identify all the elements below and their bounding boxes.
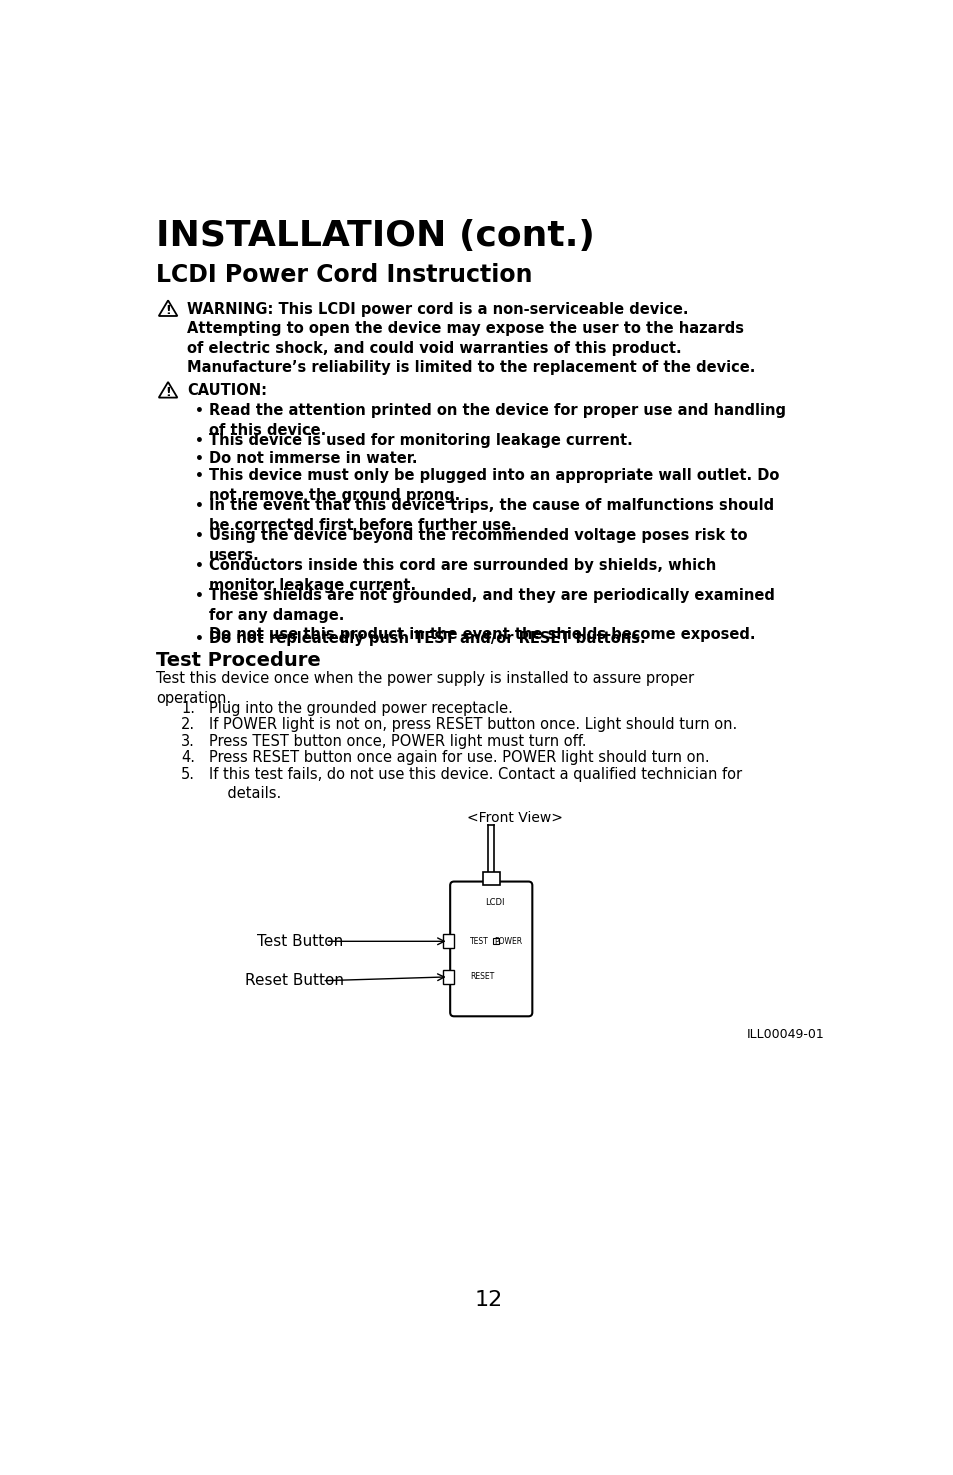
Text: Do not repleatedly push TEST and/or RESET buttons.: Do not repleatedly push TEST and/or RESE…	[209, 631, 645, 646]
Bar	[443, 934, 454, 948]
Text: LCDI Power Cord Instruction: LCDI Power Cord Instruction	[156, 263, 533, 288]
Text: POWER: POWER	[494, 937, 522, 945]
Text: Conductors inside this cord are surrounded by shields, which
monitor leakage cur: Conductors inside this cord are surround…	[209, 558, 716, 593]
Text: •: •	[195, 530, 204, 543]
Text: •: •	[195, 631, 204, 646]
Text: Plug into the grounded power receptacle.: Plug into the grounded power receptacle.	[209, 701, 513, 715]
Text: RESET: RESET	[469, 972, 494, 981]
Text: Test Button: Test Button	[257, 934, 343, 948]
Text: Using the device beyond the recommended voltage poses risk to
users.: Using the device beyond the recommended …	[209, 528, 747, 562]
Text: If POWER light is not on, press RESET button once. Light should turn on.: If POWER light is not on, press RESET bu…	[209, 717, 737, 732]
Text: LCDI: LCDI	[485, 898, 504, 907]
Text: 4.: 4.	[181, 751, 195, 766]
Text: Test Procedure: Test Procedure	[156, 652, 321, 670]
Text: •: •	[195, 469, 204, 482]
Text: ILL00049-01: ILL00049-01	[746, 1028, 823, 1041]
Text: TEST: TEST	[469, 937, 488, 945]
Text: •: •	[195, 404, 204, 417]
Text: This device must only be plugged into an appropriate wall outlet. Do
not remove : This device must only be plugged into an…	[209, 468, 779, 503]
Text: •: •	[195, 559, 204, 572]
Text: Press TEST button once, POWER light must turn off.: Press TEST button once, POWER light must…	[209, 733, 586, 749]
FancyBboxPatch shape	[450, 882, 532, 1016]
Text: 1.: 1.	[181, 701, 195, 715]
Text: WARNING: This LCDI power cord is a non-serviceable device.
Attempting to open th: WARNING: This LCDI power cord is a non-s…	[187, 302, 755, 376]
Text: <Front View>: <Front View>	[466, 811, 562, 826]
Text: •: •	[195, 451, 204, 466]
Text: If this test fails, do not use this device. Contact a qualified technician for
 : If this test fails, do not use this devi…	[209, 767, 741, 801]
Text: 3.: 3.	[181, 733, 195, 749]
Text: This device is used for monitoring leakage current.: This device is used for monitoring leaka…	[209, 434, 632, 448]
Text: Read the attention printed on the device for proper use and handling
of this dev: Read the attention printed on the device…	[209, 403, 785, 438]
Text: •: •	[195, 499, 204, 513]
Bar	[482, 872, 499, 885]
Text: CAUTION:: CAUTION:	[187, 384, 267, 398]
Text: !: !	[165, 304, 171, 317]
Text: Do not immerse in water.: Do not immerse in water.	[209, 451, 417, 466]
Bar	[443, 971, 454, 984]
Text: These shields are not grounded, and they are periodically examined
for any damag: These shields are not grounded, and they…	[209, 589, 774, 642]
Bar	[493, 938, 498, 944]
Text: 2.: 2.	[181, 717, 195, 732]
Text: •: •	[195, 434, 204, 448]
Text: 5.: 5.	[181, 767, 195, 782]
Text: INSTALLATION (cont.): INSTALLATION (cont.)	[156, 220, 595, 254]
Text: In the event that this device trips, the cause of malfunctions should
be correct: In the event that this device trips, the…	[209, 499, 774, 532]
Text: Press RESET button once again for use. POWER light should turn on.: Press RESET button once again for use. P…	[209, 751, 709, 766]
Text: Test this device once when the power supply is installed to assure proper
operat: Test this device once when the power sup…	[156, 671, 694, 707]
Text: !: !	[165, 386, 171, 398]
Text: Reset Button: Reset Button	[245, 974, 343, 988]
Text: 12: 12	[475, 1289, 502, 1310]
Text: •: •	[195, 589, 204, 603]
